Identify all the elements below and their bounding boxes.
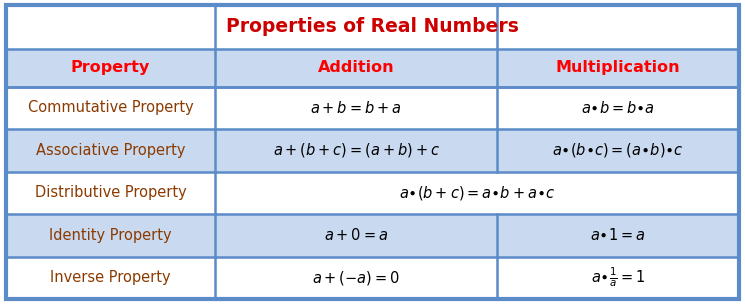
- Bar: [215, 172, 739, 214]
- Bar: [6, 257, 215, 299]
- Text: Properties of Real Numbers: Properties of Real Numbers: [226, 17, 519, 36]
- Text: Multiplication: Multiplication: [556, 60, 680, 75]
- Text: $a+(b+c)=(a+b)+c$: $a+(b+c)=(a+b)+c$: [273, 141, 440, 159]
- Text: Addition: Addition: [317, 60, 394, 75]
- Text: Identity Property: Identity Property: [49, 228, 172, 243]
- Text: Property: Property: [71, 60, 150, 75]
- Bar: [497, 214, 739, 257]
- Bar: [497, 129, 739, 172]
- Bar: [497, 257, 739, 299]
- Text: Distributive Property: Distributive Property: [34, 185, 186, 200]
- Text: Associative Property: Associative Property: [36, 143, 186, 158]
- Bar: [6, 87, 215, 129]
- Text: $a+b=b+a$: $a+b=b+a$: [311, 100, 402, 116]
- Text: $a{\bullet}b=b{\bullet}a$: $a{\bullet}b=b{\bullet}a$: [581, 100, 655, 116]
- Bar: [215, 129, 497, 172]
- Text: $a+(-a)=0$: $a+(-a)=0$: [312, 269, 400, 287]
- Text: $a+0=a$: $a+0=a$: [324, 227, 388, 243]
- Bar: [497, 49, 739, 87]
- Text: $a{\bullet}(b{\bullet}c)=(a{\bullet}b){\bullet}c$: $a{\bullet}(b{\bullet}c)=(a{\bullet}b){\…: [552, 141, 684, 159]
- Text: $a{\bullet}1=a$: $a{\bullet}1=a$: [590, 227, 646, 243]
- Bar: [6, 49, 215, 87]
- Bar: [6, 5, 739, 49]
- Text: Commutative Property: Commutative Property: [28, 100, 193, 116]
- Bar: [215, 49, 497, 87]
- Bar: [215, 214, 497, 257]
- Text: Inverse Property: Inverse Property: [50, 270, 171, 285]
- Bar: [6, 172, 215, 214]
- Bar: [6, 129, 215, 172]
- Text: $a{\bullet}(b+c)=a{\bullet}b+a{\bullet}c$: $a{\bullet}(b+c)=a{\bullet}b+a{\bullet}c…: [399, 184, 555, 202]
- Bar: [215, 87, 497, 129]
- Bar: [497, 87, 739, 129]
- Bar: [215, 257, 497, 299]
- Text: $a{\bullet}\frac{1}{a}=1$: $a{\bullet}\frac{1}{a}=1$: [591, 266, 645, 289]
- Bar: [6, 214, 215, 257]
